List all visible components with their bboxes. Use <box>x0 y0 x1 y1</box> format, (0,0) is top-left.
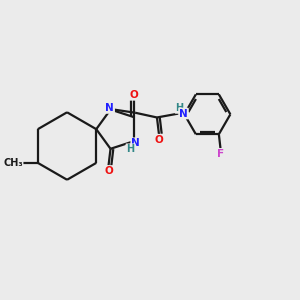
Text: CH₃: CH₃ <box>3 158 23 168</box>
Text: O: O <box>154 135 163 145</box>
Text: H: H <box>126 144 134 154</box>
Text: H: H <box>176 103 184 113</box>
Text: N: N <box>105 103 114 113</box>
Text: O: O <box>105 166 114 176</box>
Text: N: N <box>131 138 140 148</box>
Text: O: O <box>129 90 138 100</box>
Text: F: F <box>217 149 224 159</box>
Text: N: N <box>179 109 188 118</box>
